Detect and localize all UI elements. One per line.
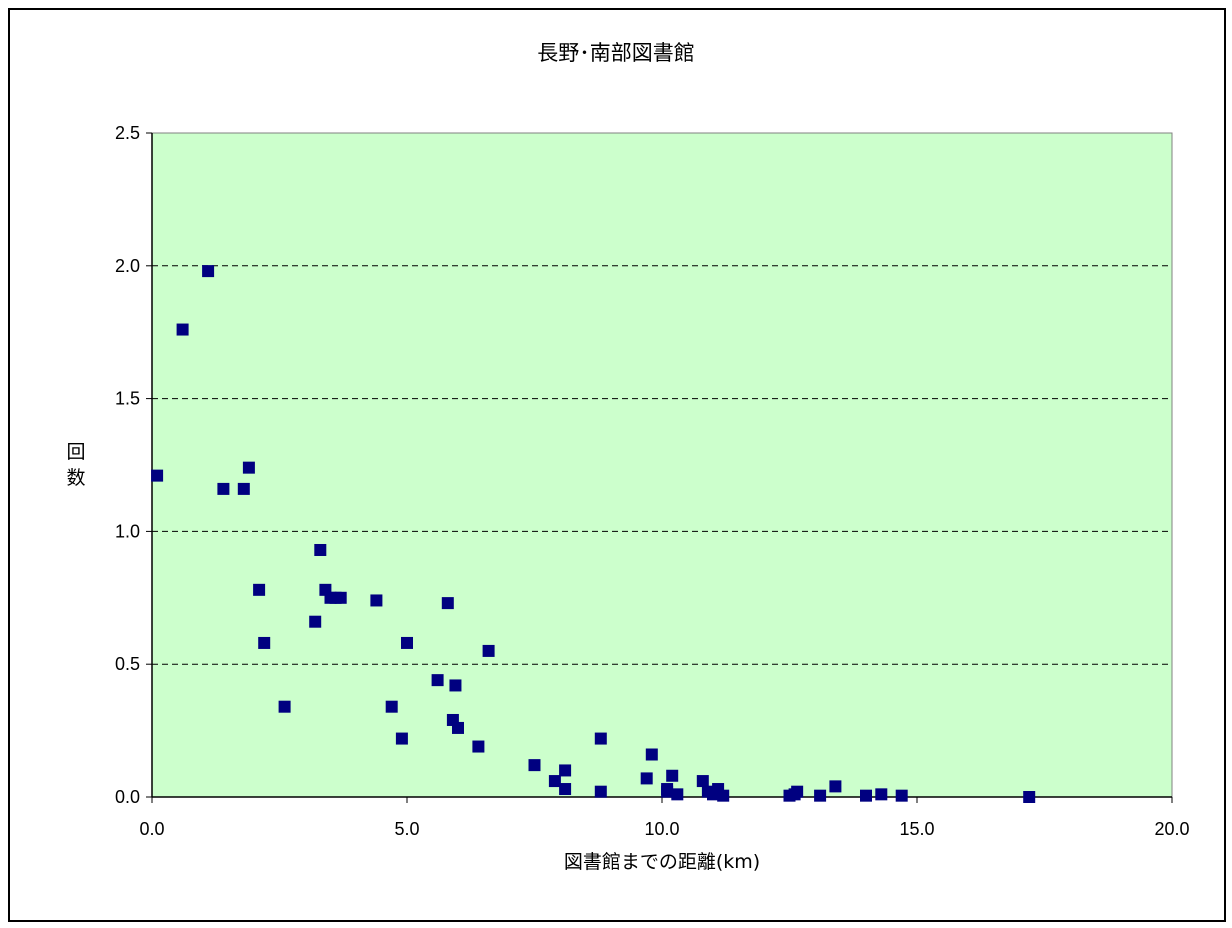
data-point xyxy=(441,597,454,610)
data-point xyxy=(452,721,464,734)
data-point xyxy=(242,461,255,474)
y-tick-label: 2.0 xyxy=(115,256,140,276)
plot-area xyxy=(151,132,1173,798)
data-point xyxy=(594,732,607,745)
data-points xyxy=(151,265,1036,803)
y-axis-label: 回数 xyxy=(66,441,85,489)
data-point xyxy=(217,482,230,495)
data-point xyxy=(645,748,658,761)
data-point xyxy=(449,679,462,692)
x-tick-label: 0.0 xyxy=(139,819,164,839)
grid-lines xyxy=(152,265,1172,665)
data-point xyxy=(176,323,189,336)
data-point xyxy=(895,789,908,802)
data-point xyxy=(640,772,653,785)
data-point xyxy=(151,469,164,482)
data-point xyxy=(202,265,215,278)
data-point xyxy=(370,594,383,607)
data-point xyxy=(671,788,684,801)
data-point xyxy=(829,780,842,793)
data-point xyxy=(472,740,485,753)
data-point xyxy=(696,775,709,788)
tick-labels: 0.0 0.5 1.0 1.5 2.0 2.5 0.0 5.0 10.0 15.0 20.0 xyxy=(115,123,1190,839)
data-point xyxy=(237,482,250,495)
x-tick-label: 15.0 xyxy=(899,819,934,839)
data-point xyxy=(395,732,408,745)
y-axis-label-char: 回 xyxy=(66,441,85,463)
data-point xyxy=(1023,791,1036,803)
data-point xyxy=(666,769,679,782)
data-point xyxy=(278,700,291,713)
data-point xyxy=(482,644,495,657)
data-point xyxy=(528,759,541,772)
data-point xyxy=(559,764,572,777)
data-point xyxy=(717,789,730,802)
data-point xyxy=(385,700,398,713)
data-point xyxy=(334,591,347,604)
y-tick-label: 0.0 xyxy=(115,787,140,807)
chart-title: 長野･南部図書館 xyxy=(537,41,695,65)
data-point xyxy=(594,785,607,798)
x-axis-label: 図書館までの距離(km) xyxy=(564,851,760,873)
data-point xyxy=(661,785,674,798)
data-point xyxy=(559,783,572,796)
y-tick-label: 0.5 xyxy=(115,654,140,674)
data-point xyxy=(253,583,266,596)
data-point xyxy=(431,674,444,687)
x-tick-label: 20.0 xyxy=(1154,819,1189,839)
x-tick-label: 5.0 xyxy=(394,819,419,839)
y-tick-label: 1.5 xyxy=(115,389,140,409)
data-point xyxy=(258,636,271,649)
data-point xyxy=(791,785,804,798)
data-point xyxy=(860,789,872,802)
data-point xyxy=(314,543,327,556)
x-tick-label: 10.0 xyxy=(644,819,679,839)
data-point xyxy=(401,636,413,649)
data-point xyxy=(548,775,561,788)
data-point xyxy=(875,788,888,801)
data-point xyxy=(814,789,827,802)
y-tick-label: 1.0 xyxy=(115,521,140,541)
data-point xyxy=(309,615,322,628)
y-axis-label-char: 数 xyxy=(66,467,85,489)
y-tick-label: 2.5 xyxy=(115,123,140,143)
